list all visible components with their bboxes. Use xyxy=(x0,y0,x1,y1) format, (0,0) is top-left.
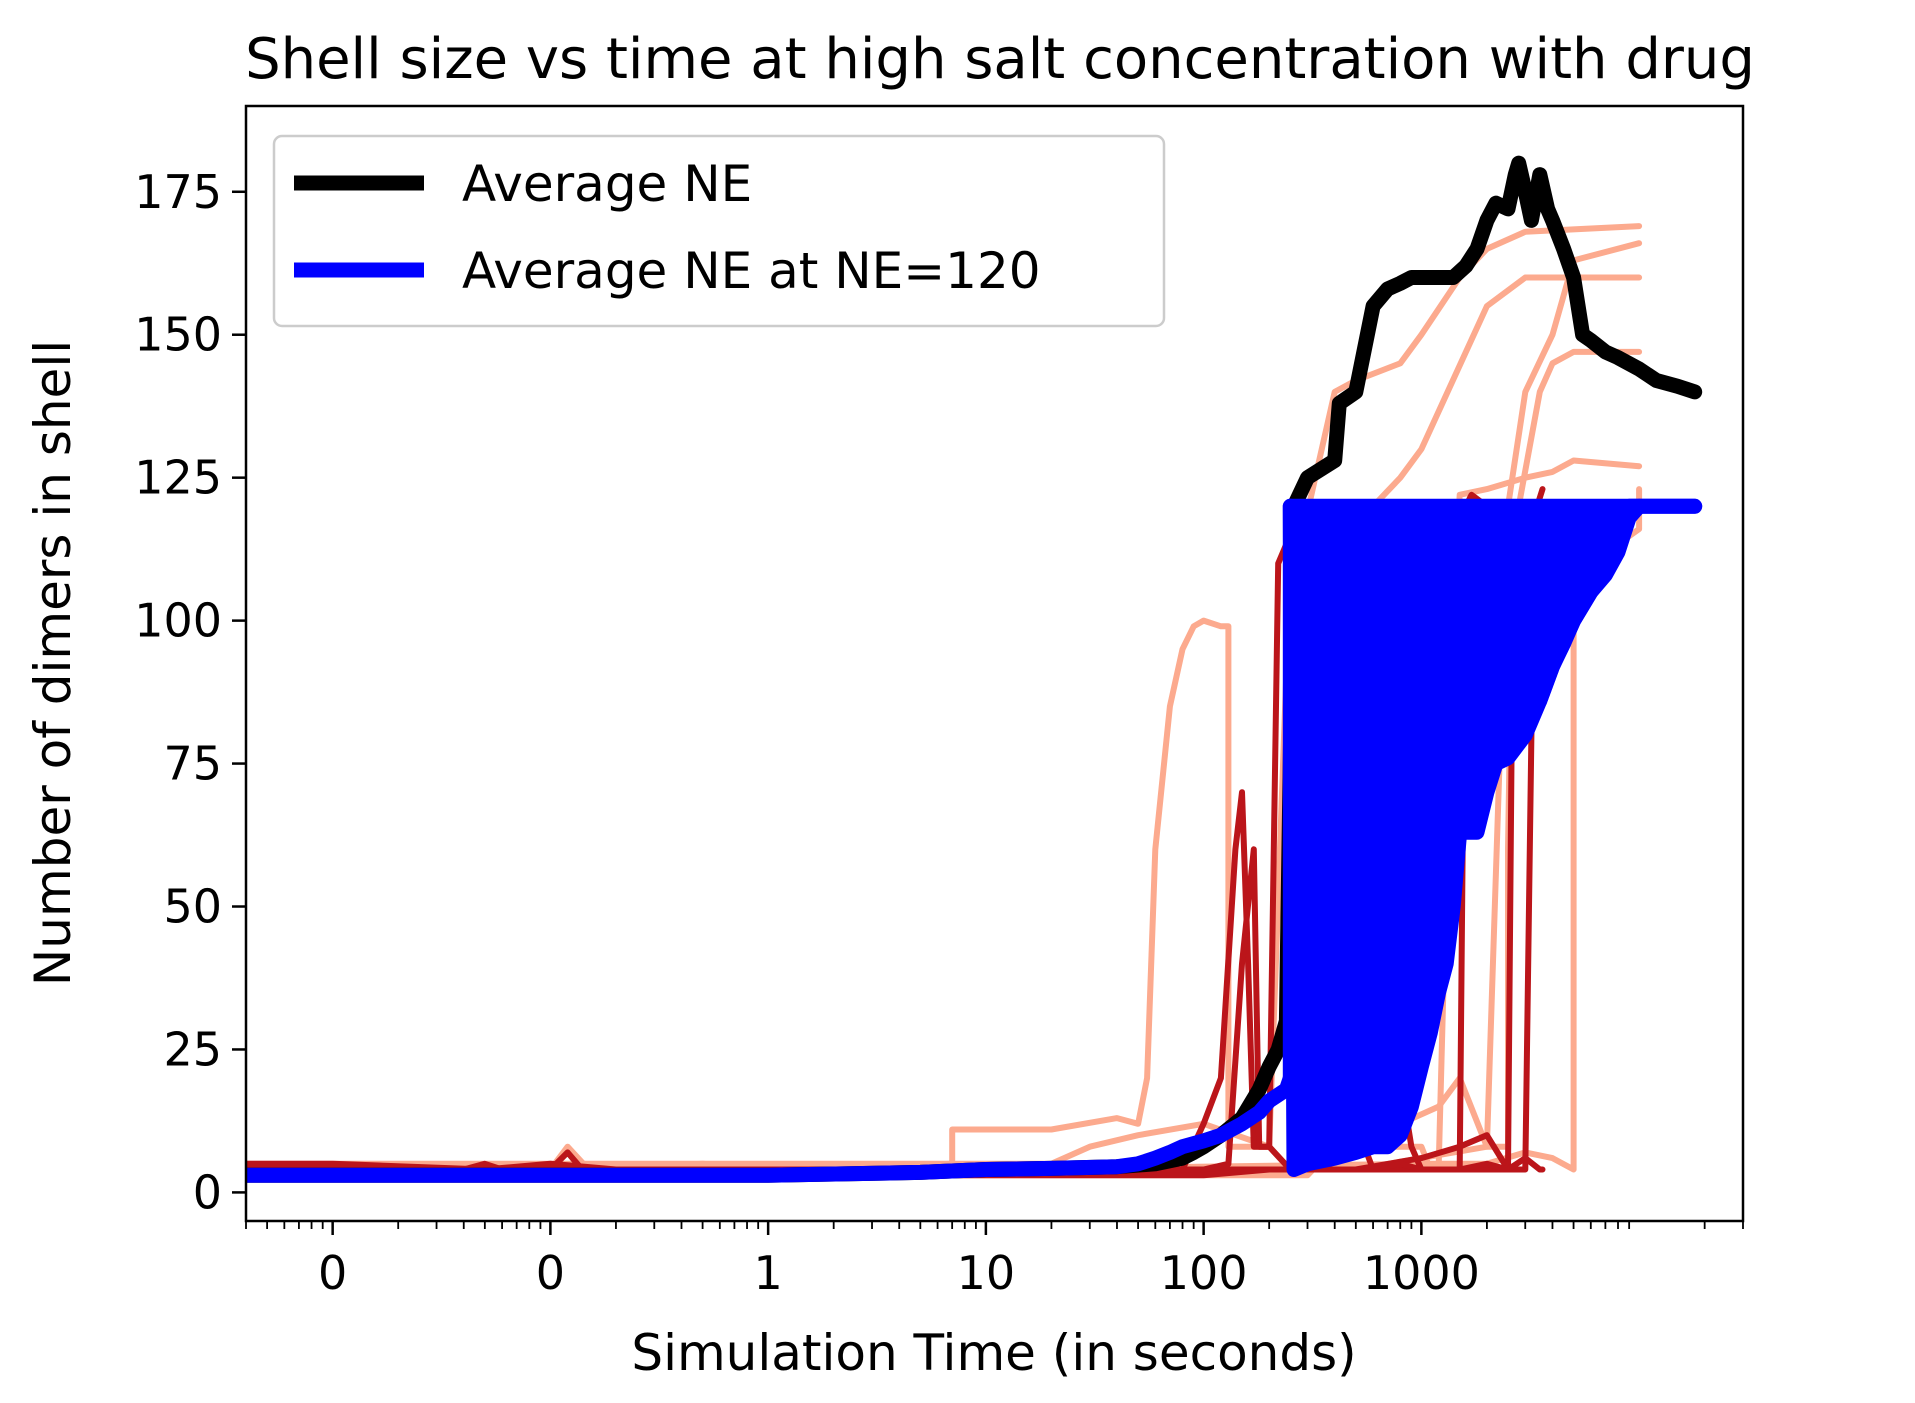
y-tick-label-4: 100 xyxy=(134,594,222,648)
x-axis-label: Simulation Time (in seconds) xyxy=(631,1324,1356,1382)
x-tick-label-3: 10 xyxy=(957,1246,1016,1300)
chart-title: Shell size vs time at high salt concentr… xyxy=(245,27,1755,92)
series-layer xyxy=(246,155,1703,1183)
series-line-average-10 xyxy=(246,155,1703,1183)
y-tick-label-5: 125 xyxy=(134,451,222,505)
y-tick-label-3: 75 xyxy=(163,737,222,791)
y-tick-label-1: 25 xyxy=(163,1022,222,1076)
series-line-trajectory-dark-9 xyxy=(246,1155,1546,1179)
legend: Average NE Average NE at NE=120 xyxy=(272,134,1166,328)
legend-label-average: Average NE xyxy=(462,155,752,213)
y-tick-label-7: 175 xyxy=(134,165,222,219)
x-tick-label-0: 0 xyxy=(318,1246,347,1300)
x-tick-label-1: 0 xyxy=(536,1246,565,1300)
x-axis: 0 0 1 10 100 1000 xyxy=(245,1221,1744,1300)
y-tick-label-2: 50 xyxy=(163,880,222,934)
x-tick-label-2: 1 xyxy=(753,1246,782,1300)
x-tick-label-4: 100 xyxy=(1160,1246,1248,1300)
legend-label-average-at-120: Average NE at NE=120 xyxy=(462,242,1041,300)
y-tick-label-0: 0 xyxy=(193,1165,222,1219)
plot-frame xyxy=(244,104,1745,1223)
legend-box xyxy=(272,134,1166,328)
y-tick-label-6: 150 xyxy=(134,308,222,362)
y-axis-label: Number of dimers in shell xyxy=(24,340,82,986)
average-at-120-band xyxy=(1290,506,1640,1170)
y-axis: 0 25 50 75 100 125 150 175 xyxy=(134,165,246,1219)
x-tick-label-5: 1000 xyxy=(1363,1246,1480,1300)
